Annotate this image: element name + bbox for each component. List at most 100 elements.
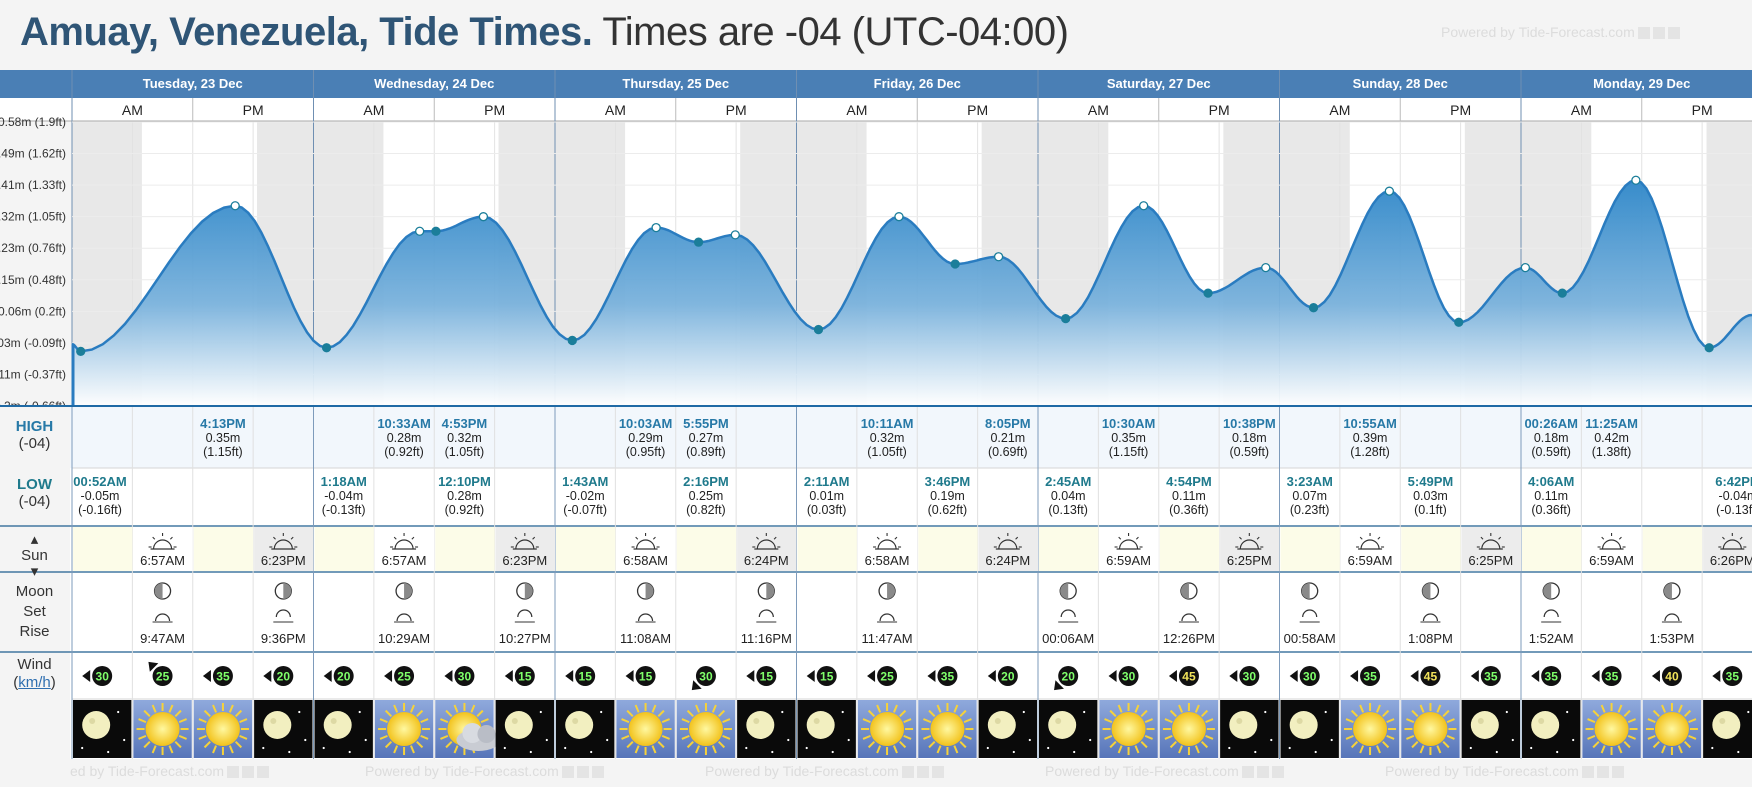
badge-icon — [576, 766, 589, 779]
badge-icon — [1271, 766, 1284, 779]
moon-time: 00:58AM — [1284, 631, 1336, 646]
wind-speed: 35 — [216, 670, 230, 684]
sun-row-label[interactable]: ▴ Sun ▾ — [0, 532, 69, 580]
tide-height-ft: (0.92ft) — [384, 445, 424, 459]
sun-ray — [876, 536, 880, 540]
wind-indicator: 20 — [987, 666, 1018, 686]
tide-height-ft: (0.23ft) — [1290, 503, 1330, 517]
sun-ray — [198, 718, 207, 724]
moon-time: 11:08AM — [620, 631, 671, 646]
sun-ray — [626, 709, 634, 717]
sun-ray — [1601, 536, 1605, 540]
sunset-time: 6:23PM — [261, 553, 306, 568]
star-icon — [771, 750, 774, 754]
sun-ray — [203, 709, 211, 717]
sun-ray — [1592, 709, 1600, 717]
moonrise-icon — [879, 613, 895, 622]
high-tz-label: (-04) — [18, 435, 51, 452]
wind-badge — [514, 666, 535, 686]
wind-speed: 30 — [1303, 670, 1317, 684]
low-tide-point — [813, 324, 824, 335]
wind-unit-link[interactable]: km/h — [18, 674, 51, 691]
sun-ray — [1359, 704, 1365, 713]
sun-ray — [1677, 745, 1683, 754]
sunset-time: 6:24PM — [744, 553, 789, 568]
star-icon — [1330, 738, 1333, 742]
wind-indicator: 30 — [1229, 666, 1260, 686]
sun-ray — [273, 536, 276, 540]
tide-height-ft: (1.28ft) — [1350, 445, 1390, 459]
watermark: ed by Tide-Forecast.com — [70, 763, 270, 779]
sun-ray — [634, 704, 640, 713]
wind-speed: 35 — [1484, 670, 1498, 684]
sun-ray — [1688, 734, 1697, 740]
low-tide-time: 4:54PM — [1166, 474, 1212, 489]
sun-ray — [1661, 745, 1666, 754]
tide-height-ft: (0.95ft) — [626, 445, 666, 459]
watermark-text: Powered by Tide-Forecast.com — [705, 763, 899, 779]
wind-speed: 20 — [337, 670, 351, 684]
sun-ray — [1104, 718, 1113, 724]
moonset-icon — [517, 609, 533, 618]
y-tick-label: 0.41m (1.33ft) — [0, 178, 66, 192]
sunrise-icon — [394, 539, 414, 550]
sun-ray — [1200, 709, 1209, 717]
wind-speed: 35 — [1545, 670, 1559, 684]
sun-icon — [870, 712, 905, 746]
am-label: AM — [122, 102, 143, 118]
wind-arrow-icon — [746, 670, 755, 682]
moon-time: 10:29AM — [378, 631, 430, 646]
sun-ray — [212, 704, 217, 713]
sun-ray — [959, 741, 967, 749]
wind-speed: 30 — [458, 670, 472, 684]
sun-ray — [178, 734, 187, 740]
star-icon — [503, 746, 506, 750]
sun-ray — [1382, 709, 1390, 717]
badge-icon — [1581, 766, 1594, 779]
high-tide-time: 00:26AM — [1524, 416, 1577, 431]
sun-icon — [688, 712, 723, 746]
sun-ray — [1498, 536, 1502, 540]
star-icon — [1270, 738, 1273, 742]
sun-ray — [621, 734, 630, 740]
moon-shade — [1543, 583, 1552, 599]
sun-ray — [228, 745, 234, 754]
low-tide-point — [950, 259, 960, 269]
row-label-column — [0, 407, 70, 759]
wind-arrow-icon — [806, 670, 815, 682]
moonrise-icon — [1422, 613, 1439, 622]
star-icon — [1254, 750, 1257, 754]
star-icon — [1495, 750, 1498, 754]
moon-icon — [82, 711, 111, 739]
wind-arrow-icon — [1168, 670, 1177, 682]
sun-ray — [695, 745, 700, 754]
low-tide-point — [321, 343, 332, 353]
star-icon — [81, 746, 84, 750]
sun-ray — [440, 734, 449, 740]
sun-ray — [1647, 734, 1656, 740]
sun-ray — [953, 704, 959, 713]
low-tide-time: 6:42PM — [1715, 474, 1752, 489]
sun-ray — [997, 536, 1001, 540]
moon-crater — [270, 718, 277, 724]
moon-icon — [1048, 711, 1077, 739]
star-icon — [1028, 738, 1031, 742]
sun-label: Sun — [21, 547, 48, 564]
low-tide-point — [567, 335, 577, 346]
star-icon — [1747, 710, 1750, 714]
powered-by-text: Powered by Tide-Forecast.com — [1441, 24, 1635, 40]
moon-time: 11:16PM — [741, 631, 792, 646]
sunrise-time: 6:59AM — [1589, 553, 1634, 568]
tide-height-m: 0.11m — [1172, 489, 1206, 503]
badge-icon — [1596, 766, 1609, 779]
sun-ray — [1677, 704, 1683, 713]
day-header: Monday, 29 Dec — [1593, 76, 1690, 91]
star-icon — [262, 746, 265, 750]
high-tide-point — [993, 252, 1004, 262]
watermark-text: Powered by Tide-Forecast.com — [1045, 763, 1239, 779]
star-icon — [107, 750, 110, 754]
sun-ray — [1600, 745, 1606, 754]
high-tide-time: 10:33AM — [377, 416, 430, 431]
sun-ray — [440, 718, 449, 724]
wind-indicator: 15 — [625, 666, 656, 686]
